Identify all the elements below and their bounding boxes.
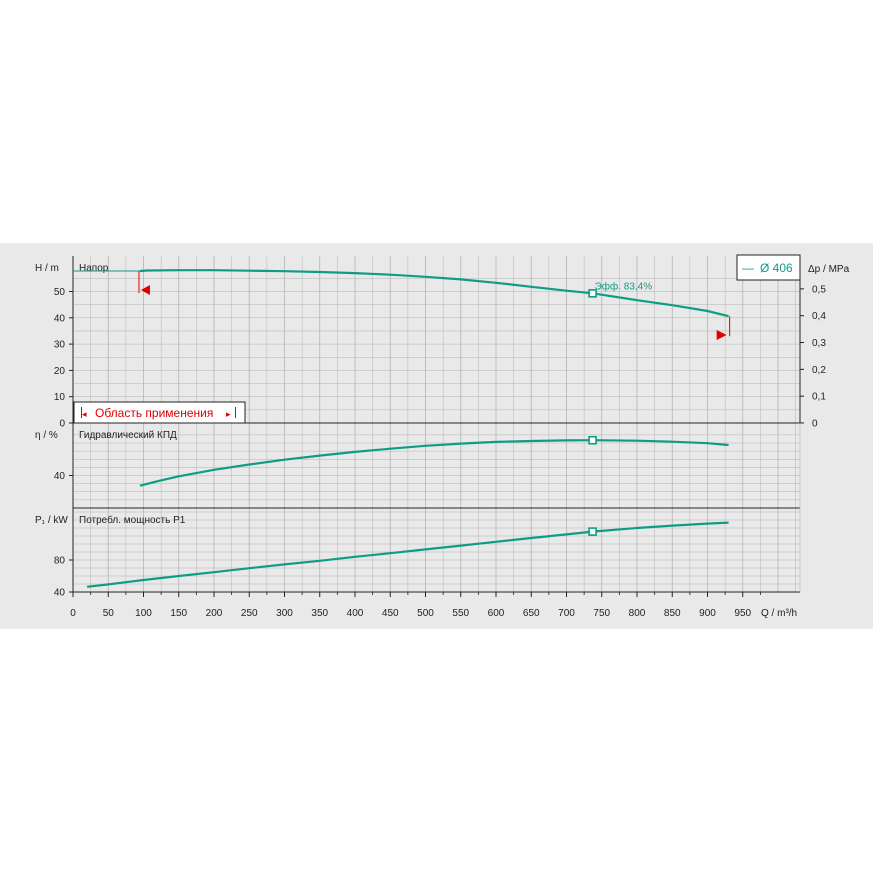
min-limit-marker [140, 285, 150, 295]
y2-tick-label: 0,1 [812, 392, 826, 403]
legend: — Ø 406 [736, 254, 801, 281]
x-tick-label: 100 [135, 608, 152, 619]
x-tick-label: 400 [347, 608, 364, 619]
max-limit-marker [716, 330, 727, 340]
panel-title: Потребл. мощность P1 [79, 514, 186, 526]
y-tick-label: 30 [54, 340, 66, 351]
x-tick-label: 450 [382, 608, 399, 619]
y-tick-label: 0 [59, 419, 65, 430]
x-tick-label: 950 [734, 608, 751, 619]
x-tick-label: 900 [699, 608, 716, 619]
y-axis-label: P₁ / kW [35, 515, 68, 526]
x-tick-label: 500 [417, 608, 434, 619]
x-tick-label: 550 [452, 608, 469, 619]
y2-tick-label: 0,5 [812, 284, 826, 295]
legend-box [736, 254, 801, 281]
x-tick-label: 250 [241, 608, 258, 619]
x-tick-label: 650 [523, 608, 540, 619]
x-tick-label: 150 [170, 608, 187, 619]
panel-title: Напор [79, 263, 109, 274]
y2-tick-label: 0,4 [812, 311, 826, 322]
y-tick-label: 50 [54, 287, 66, 298]
y-axis-label: η / % [35, 430, 58, 441]
y-axis-label: H / m [35, 263, 59, 274]
y2-tick-label: 0,2 [812, 365, 826, 376]
grid-lines [72, 256, 800, 593]
x-tick-label: 300 [276, 608, 293, 619]
y-tick-label: 20 [54, 366, 66, 377]
y-tick-label: 10 [54, 392, 66, 403]
panel-title: Гидравлический КПД [79, 430, 177, 441]
x-tick-label: 850 [664, 608, 681, 619]
series-layer [73, 269, 729, 588]
range-arrow-right: ▸ [226, 410, 231, 420]
series-line-power [86, 521, 729, 588]
legend-symbol: — [742, 261, 754, 275]
y-tick-label: 40 [54, 588, 66, 599]
x-tick-label: 350 [311, 608, 328, 619]
range-box-label: Область применения [95, 406, 213, 420]
duty-point [588, 289, 597, 298]
x-tick-label: 700 [558, 608, 575, 619]
x-tick-label: 50 [103, 608, 115, 619]
series-line-efficiency [139, 439, 729, 487]
y2-tick-label: 0 [812, 419, 818, 430]
legend-label: Ø 406 [760, 261, 793, 275]
range-box [73, 401, 246, 424]
y2-axis-label: Δp / MPa [808, 264, 850, 275]
duty-point [588, 527, 597, 536]
x-tick-label: 0 [70, 608, 76, 619]
x-tick-label: 750 [593, 608, 610, 619]
y-tick-label: 40 [54, 313, 66, 324]
axes [69, 256, 804, 597]
pump-curve-chart: 0 10 20 30 40 50 0 0,1 0,2 0,3 0,4 0,5 Δp / MPa H / m… [0, 243, 873, 629]
duty-point [588, 435, 597, 445]
x-tick-label: 200 [206, 608, 223, 619]
x-axis-label: Q / m³/h [761, 608, 797, 619]
overlay-layer: Эфф. 83,4% ◂ Область применения ▸ — Ø 406 [73, 254, 801, 536]
x-tick-label: 600 [488, 608, 505, 619]
y-tick-label: 80 [54, 556, 66, 567]
x-tick-label: 800 [629, 608, 646, 619]
y-tick-label: 40 [54, 471, 66, 482]
range-arrow-left: ◂ [82, 410, 87, 420]
y2-tick-label: 0,3 [812, 338, 826, 349]
duty-point-label: Эфф. 83,4% [595, 280, 653, 292]
series-line-head [139, 269, 729, 318]
